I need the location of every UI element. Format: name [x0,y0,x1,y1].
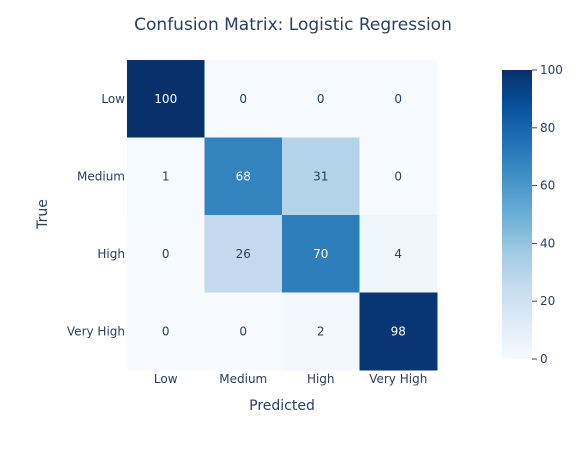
y-tick-label: High [97,247,125,261]
x-axis-ticks: Low Medium High Very High [154,372,427,386]
colorbar-tick-label: 80 [540,121,555,135]
cell-value-label: 0 [394,92,402,106]
x-tick-label: Very High [369,372,427,386]
cell-value-label: 0 [239,92,247,106]
cell-value-label: 0 [239,324,247,338]
colorbar [502,70,532,359]
colorbar-tick-label: 40 [540,236,555,250]
y-tick-label: Low [101,92,125,106]
x-tick-label: Low [154,372,178,386]
colorbar-tick-label: 60 [540,179,555,193]
cell-value-label: 4 [394,247,402,261]
cell-value-label: 2 [317,324,325,338]
colorbar-tick-label: 100 [540,63,563,77]
cell-value-label: 26 [236,247,251,261]
cell-value-label: 100 [154,92,177,106]
cell-value-label: 31 [313,169,328,183]
cell-value-label: 0 [317,92,325,106]
colorbar-tick-label: 0 [540,352,548,366]
x-tick-label: High [307,372,335,386]
x-axis-title: Predicted [249,398,315,414]
cell-value-label: 98 [391,324,406,338]
y-axis-title: True [35,199,51,230]
cell-value-label: 0 [162,324,170,338]
cell-value-label: 0 [162,247,170,261]
colorbar-tick-label: 20 [540,294,555,308]
cell-value-label: 1 [162,169,170,183]
cell-value-label: 70 [313,247,328,261]
x-tick-label: Medium [219,372,267,386]
cell-value-label: 0 [394,169,402,183]
cell-value-label: 68 [236,169,251,183]
y-axis-ticks: Low Medium High Very High [67,92,125,339]
chart-title: Confusion Matrix: Logistic Regression [134,15,452,35]
y-tick-label: Medium [77,169,125,183]
colorbar-ticks: 0 20 40 60 80 100 [532,63,563,366]
y-tick-label: Very High [67,324,125,338]
